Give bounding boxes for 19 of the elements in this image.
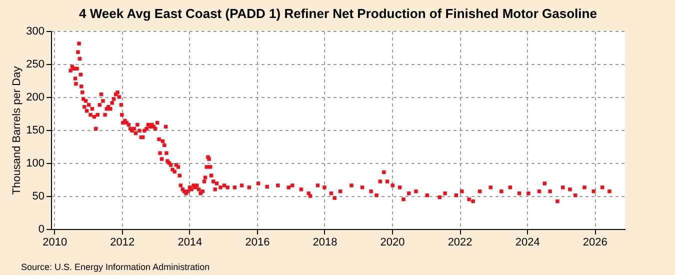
y-tick-label: 250 [26,58,44,70]
y-tick-label: 300 [26,26,44,38]
y-tick-label: 150 [26,124,44,136]
y-tick-label: 0 [38,224,44,236]
x-tick-label: 2010 [42,236,68,248]
x-tick-label: 2020 [380,236,405,248]
x-tick-label: 2014 [178,236,202,248]
y-tick-label: 100 [26,158,44,170]
x-tick-label: 2018 [312,236,338,248]
y-tick-label: 200 [26,92,44,104]
x-tick-label: 2016 [245,236,270,248]
x-tick-label: 2024 [515,236,540,248]
x-tick-label: 2022 [448,236,472,248]
y-axis-title: Thousand Barrels per Day [11,66,24,195]
x-tick-label: 2012 [110,236,135,248]
source-note: Source: U.S. Energy Information Administration [21,262,210,272]
x-tick-label: 2026 [582,236,608,248]
chart-title: 4 Week Avg East Coast (PADD 1) Refiner Net Production of Finished Motor Gasoline [79,6,597,21]
y-tick-label: 50 [32,190,44,202]
